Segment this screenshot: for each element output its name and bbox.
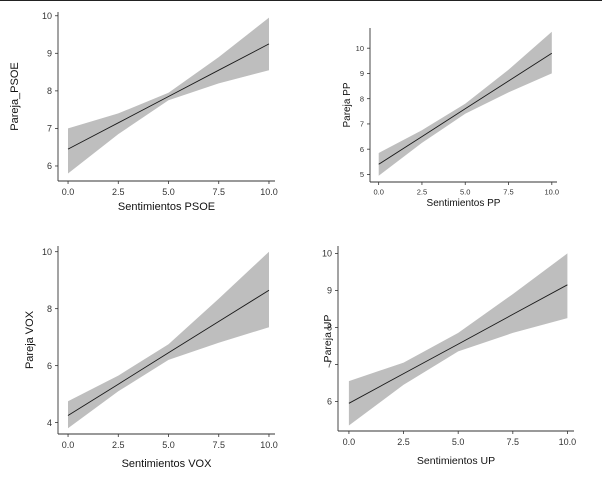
y-tick-label: 6 (47, 361, 52, 371)
y-axis-title: Pareja UP (322, 315, 334, 363)
y-tick-label: 4 (47, 418, 52, 428)
y-tick-label: 8 (327, 323, 332, 333)
panel-vox: 0.0 2.5 5.0 7.5 10.0 4 6 8 10 Sentimientos VOX Par… (24, 246, 278, 470)
y-axis-title: Pareja VOX (24, 310, 36, 369)
y-tick-label: 8 (47, 86, 52, 96)
x-tick-label: 0.0 (343, 437, 356, 447)
y-tick-label: 10 (42, 247, 52, 257)
x-tick-label: 5.0 (452, 437, 465, 447)
fit-line (348, 284, 568, 404)
y-tick-label: 6 (47, 161, 52, 171)
y-tick-label: 6 (360, 145, 364, 154)
x-tick-label: 0.0 (62, 187, 75, 197)
panel-up: 0.0 2.5 5.0 7.5 10.0 6 7 8 9 10 Sentimientos UP Par… (322, 246, 576, 467)
x-tick-label: 7.5 (507, 437, 520, 447)
fit-line (67, 43, 270, 150)
x-tick-label: 7.5 (212, 187, 225, 197)
confidence-band (68, 251, 269, 429)
y-tick-label: 5 (360, 170, 364, 179)
x-axis-title: Sentimientos PP (427, 198, 501, 209)
y-axis-title: Pareja_PSOE (9, 62, 21, 130)
y-tick-label: 8 (47, 304, 52, 314)
confidence-band (378, 31, 552, 176)
y-tick-label: 9 (327, 286, 332, 296)
fit-line (378, 52, 553, 165)
x-tick-label: 0.0 (373, 188, 383, 197)
confidence-band (348, 253, 568, 426)
y-tick-label: 7 (327, 360, 332, 370)
confidence-band (68, 17, 269, 174)
x-tick-label: 10.0 (260, 187, 278, 197)
y-axis-title: Pareja PP (342, 82, 353, 127)
x-tick-label: 2.5 (417, 188, 427, 197)
x-tick-label: 10.0 (559, 437, 577, 447)
x-tick-label: 0.0 (62, 440, 75, 450)
panel-psoe: 0.0 2.5 5.0 7.5 10.0 6 7 8 9 10 Sentimientos PSOE P… (9, 11, 278, 213)
x-tick-label: 5.0 (460, 188, 470, 197)
fit-line (67, 289, 270, 416)
y-tick-label: 10 (322, 249, 332, 259)
x-tick-label: 5.0 (162, 440, 175, 450)
x-axis-title: Sentimientos VOX (122, 458, 213, 470)
y-tick-label: 10 (356, 44, 364, 53)
x-tick-label: 2.5 (112, 187, 125, 197)
x-tick-label: 2.5 (112, 440, 125, 450)
y-tick-label: 9 (47, 48, 52, 58)
top-border-rule (0, 0, 602, 1)
x-axis-title: Sentimientos UP (417, 455, 495, 467)
panel-pp: 0.0 2.5 5.0 7.5 10.0 5 6 7 8 9 10 Sentimientos PP Pa… (342, 28, 559, 209)
y-tick-label: 8 (360, 94, 364, 103)
y-tick-label: 7 (360, 120, 364, 129)
x-tick-label: 2.5 (397, 437, 410, 447)
y-tick-label: 6 (327, 397, 332, 407)
x-tick-label: 10.0 (260, 440, 278, 450)
y-tick-label: 9 (360, 69, 364, 78)
x-tick-label: 5.0 (162, 187, 175, 197)
x-tick-label: 7.5 (212, 440, 225, 450)
y-tick-label: 10 (42, 11, 52, 21)
x-tick-label: 10.0 (545, 188, 560, 197)
x-tick-label: 7.5 (503, 188, 513, 197)
y-tick-label: 7 (47, 124, 52, 134)
x-axis-title: Sentimientos PSOE (118, 201, 215, 213)
